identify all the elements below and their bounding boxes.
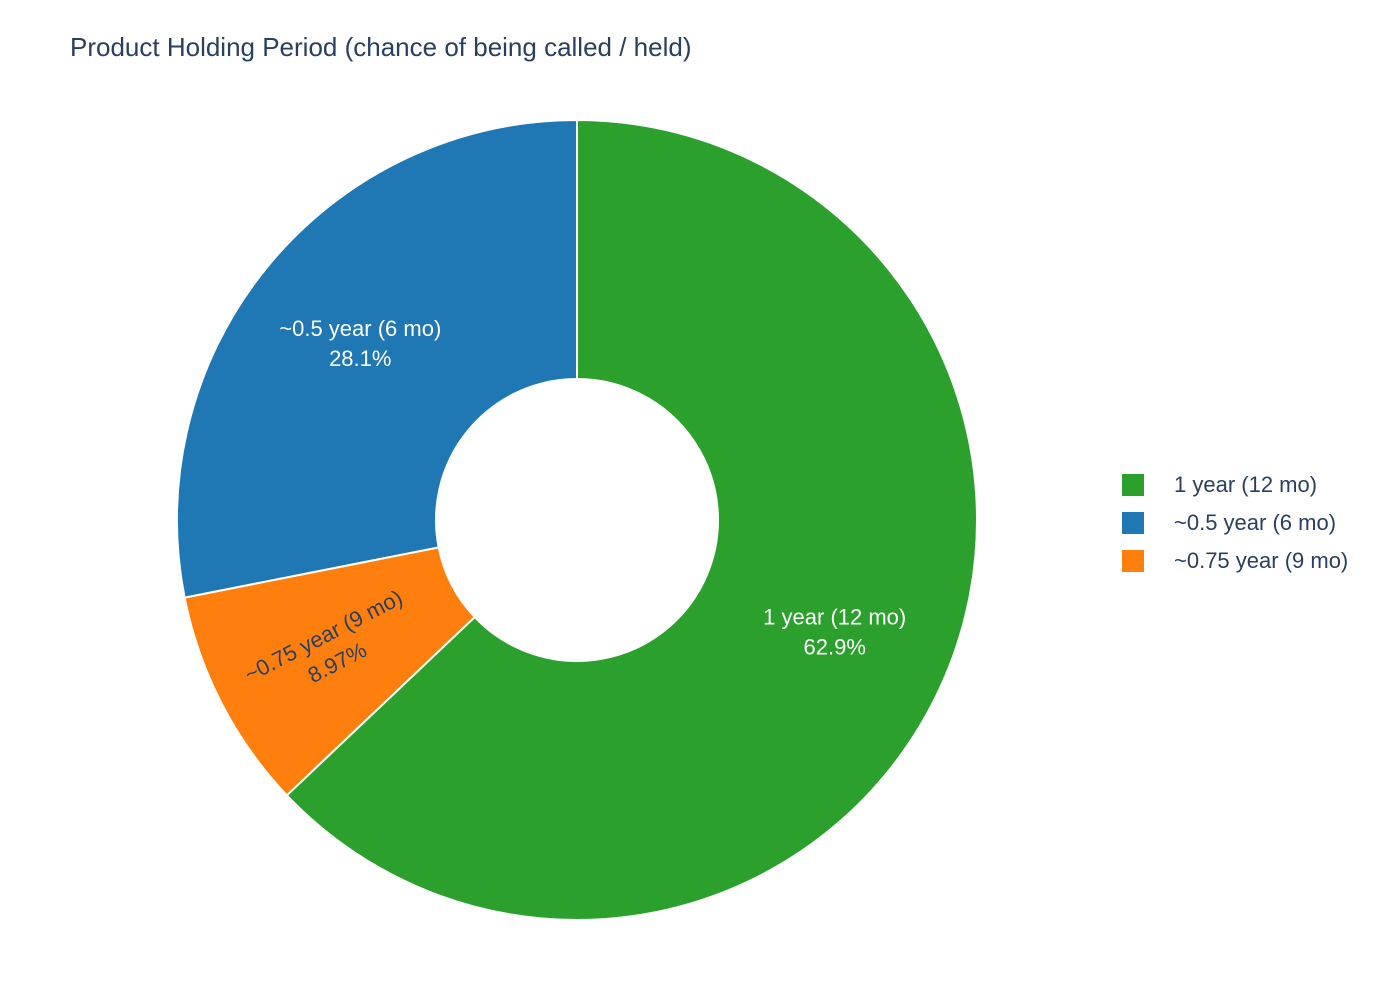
legend: 1 year (12 mo) ~0.5 year (6 mo) ~0.75 ye… xyxy=(1122,466,1348,580)
slice-label-0-5-year-6-mo: ~0.5 year (6 mo) 28.1% xyxy=(279,316,441,371)
slice-label-percent: 28.1% xyxy=(329,346,391,371)
legend-item-0-75-year[interactable]: ~0.75 year (9 mo) xyxy=(1122,542,1348,580)
legend-item-0-5-year[interactable]: ~0.5 year (6 mo) xyxy=(1122,504,1348,542)
slice-0-75-year-9-mo[interactable] xyxy=(183,546,477,797)
slice-label-1-year-12-mo: 1 year (12 mo) 62.9% xyxy=(763,605,906,660)
slice-label-name: ~0.5 year (6 mo) xyxy=(279,316,441,341)
slice-label-percent: 62.9% xyxy=(804,635,866,660)
legend-label: 1 year (12 mo) xyxy=(1174,472,1318,497)
legend-item-1-year[interactable]: 1 year (12 mo) xyxy=(1122,466,1348,504)
legend-swatch xyxy=(1122,512,1144,534)
legend-swatch xyxy=(1122,550,1144,572)
legend-label: ~0.5 year (6 mo) xyxy=(1174,510,1337,535)
slice-0-5-year-6-mo[interactable] xyxy=(176,118,578,599)
chart-title: Product Holding Period (chance of being … xyxy=(70,32,692,62)
slice-label-name: 1 year (12 mo) xyxy=(763,605,906,630)
slice-1-year-12-mo[interactable] xyxy=(285,118,978,921)
legend-label: ~0.75 year (9 mo) xyxy=(1174,548,1349,573)
legend-swatch xyxy=(1122,474,1144,496)
